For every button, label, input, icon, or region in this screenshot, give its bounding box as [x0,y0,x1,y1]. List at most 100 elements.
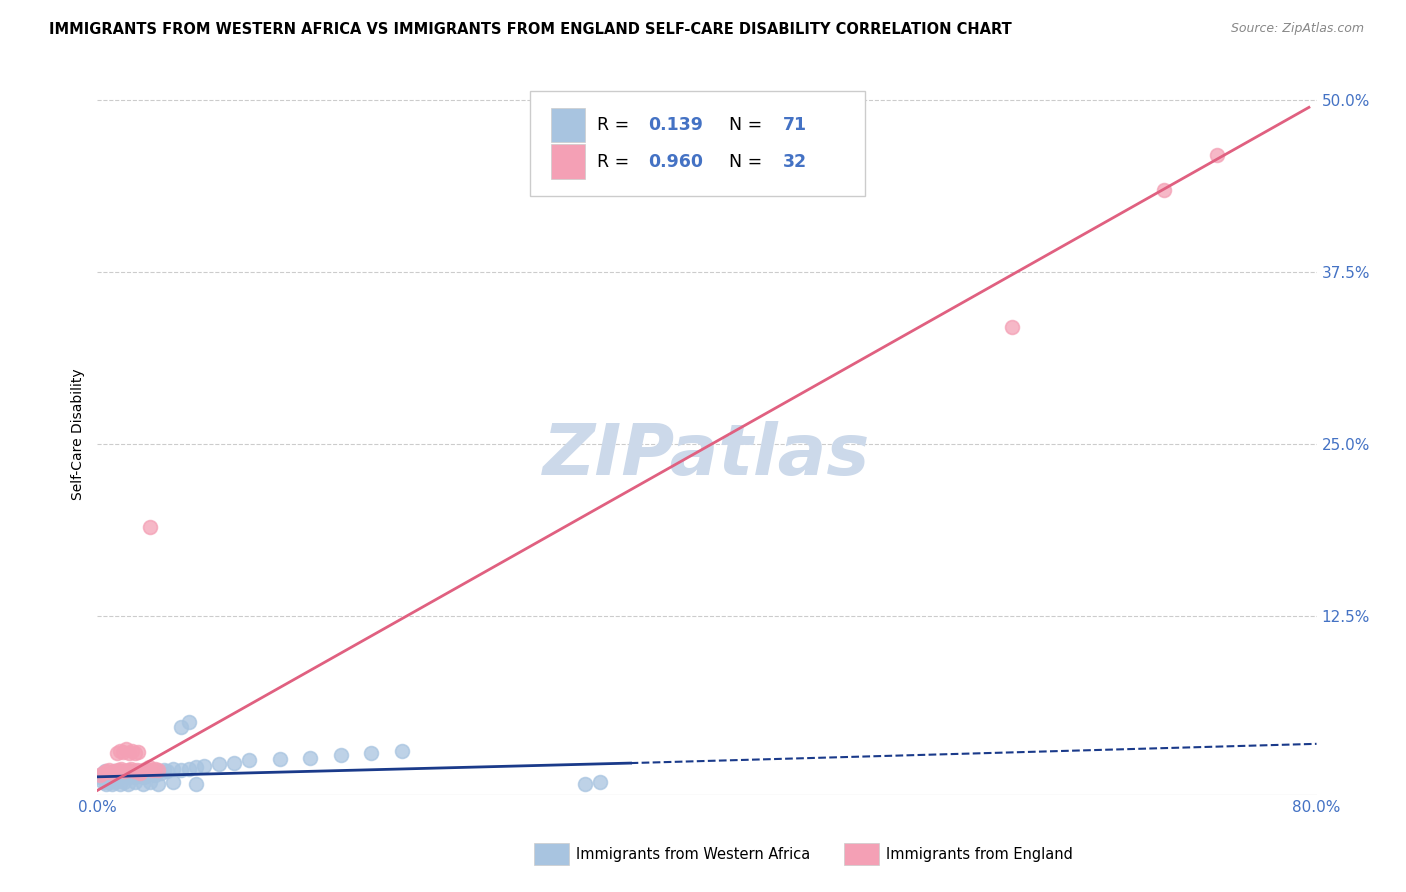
Point [360,747,382,761]
Point [184,777,207,791]
Point [115,742,138,756]
Text: 0.960: 0.960 [648,153,703,170]
Point [98,775,121,789]
Text: Immigrants from England: Immigrants from England [886,847,1073,862]
Point [105,765,128,780]
Point [108,770,131,784]
Point [146,777,169,791]
Point [101,765,124,780]
Point [269,752,291,766]
Point [117,763,139,777]
Point [141,763,163,777]
Text: 32: 32 [782,153,807,170]
Point [170,763,193,777]
Text: 0.139: 0.139 [648,116,703,134]
Point [574,777,596,791]
Point [135,767,157,781]
Point [91,765,114,780]
Point [138,760,160,774]
Point [121,744,143,758]
Point [238,753,260,767]
Point [184,760,207,774]
Point [104,768,127,782]
Point [111,745,134,759]
Text: ZIPatlas: ZIPatlas [543,421,870,490]
Point [139,775,162,789]
Point [124,775,146,789]
Point [117,768,139,782]
Point [107,767,129,781]
Point [108,777,131,791]
Point [125,767,148,781]
Point [143,768,166,782]
Point [111,768,134,782]
Point [1153,183,1175,197]
Point [329,747,352,762]
Point [104,775,127,789]
Point [1206,148,1229,162]
Point [90,767,112,781]
Point [118,764,141,779]
Point [143,762,166,776]
Point [128,765,150,780]
Text: R =: R = [598,116,634,134]
Point [132,763,155,777]
Point [162,762,184,776]
Point [101,777,124,791]
Point [125,763,148,777]
Point [89,770,111,784]
Point [193,759,215,773]
Point [299,750,322,764]
Point [96,777,118,791]
Point [170,720,193,734]
Point [108,744,131,758]
Point [129,767,152,781]
Point [128,768,150,782]
Point [141,765,163,780]
Point [118,747,141,761]
Point [120,767,142,781]
Point [134,770,156,784]
Text: N =: N = [728,153,768,170]
Point [98,763,121,777]
Point [120,762,142,776]
Point [97,767,120,781]
Point [96,770,118,784]
FancyBboxPatch shape [551,145,585,179]
Point [110,762,132,776]
Point [391,744,413,758]
Point [138,764,160,779]
Text: R =: R = [598,153,634,170]
Point [101,767,124,781]
Point [127,764,149,779]
Point [1001,320,1024,334]
Point [150,765,173,780]
Point [224,756,246,770]
Point [114,764,136,779]
Point [156,764,179,779]
Point [146,763,169,777]
Point [98,768,121,782]
Point [139,519,162,533]
Point [146,764,169,779]
Point [96,764,118,779]
Point [104,764,127,779]
Point [117,777,139,791]
Point [110,764,132,779]
Point [153,763,176,777]
Point [114,775,136,789]
Point [135,762,157,776]
Point [105,747,128,761]
Text: Source: ZipAtlas.com: Source: ZipAtlas.com [1230,22,1364,36]
Point [115,767,138,781]
Point [162,775,184,789]
Y-axis label: Self-Care Disability: Self-Care Disability [72,368,86,500]
Point [177,714,200,729]
Point [124,770,146,784]
Point [124,747,146,761]
Text: N =: N = [728,116,768,134]
Point [136,768,159,782]
Point [114,765,136,780]
Point [122,768,145,782]
FancyBboxPatch shape [551,108,585,142]
